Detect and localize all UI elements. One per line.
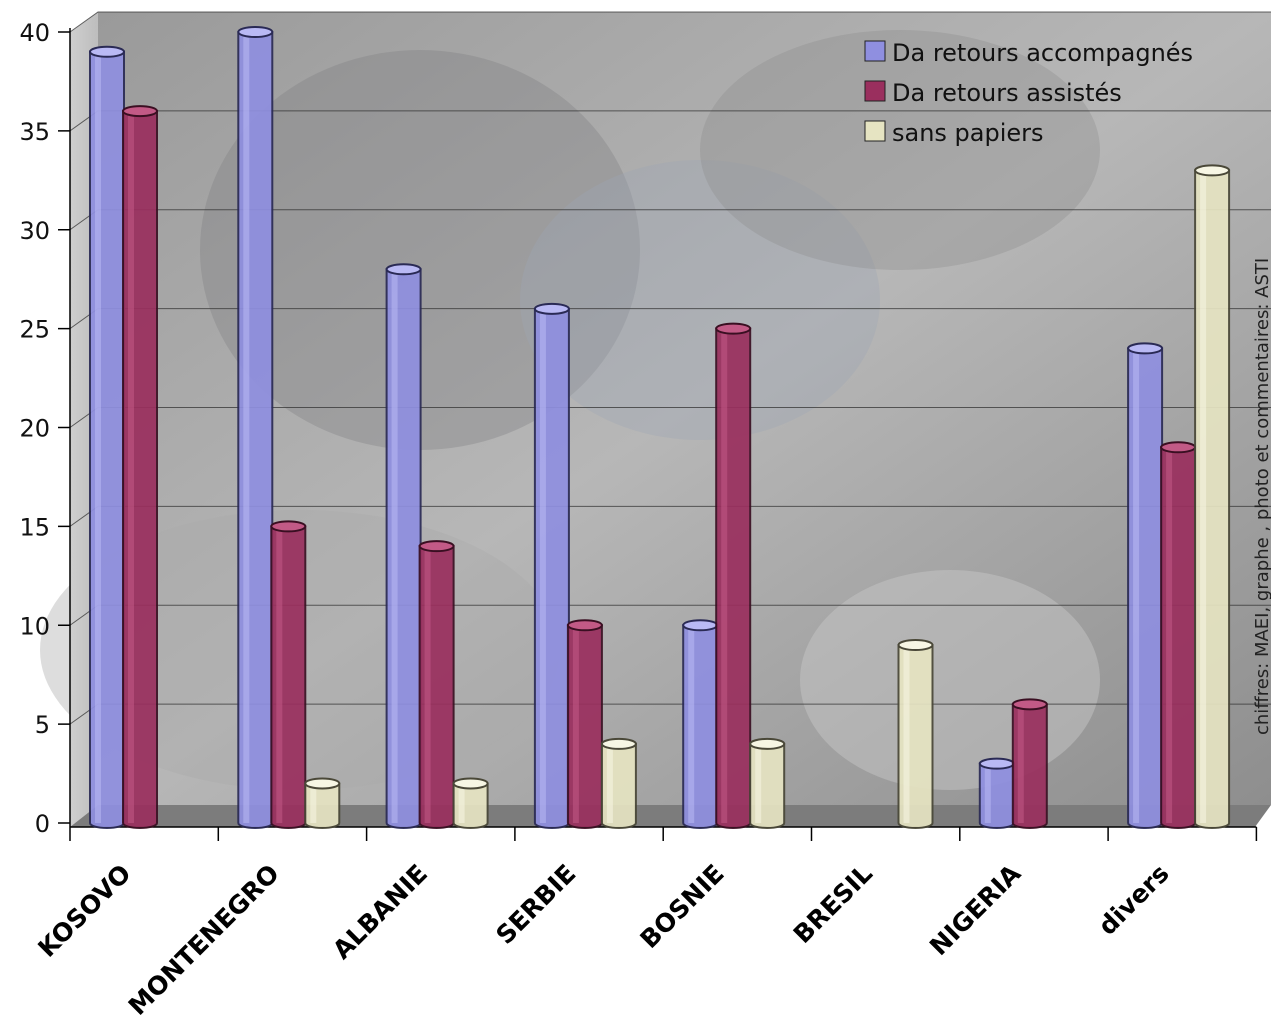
bar-top — [749, 737, 786, 750]
bar — [385, 263, 422, 829]
legend-swatch-series-1 — [864, 40, 886, 62]
bar — [1194, 164, 1231, 829]
bar — [566, 619, 603, 829]
legend-label-series-2: Da retours assistés — [892, 79, 1122, 107]
bar — [1011, 698, 1048, 829]
bar-top — [304, 777, 341, 790]
bar-top — [1194, 164, 1231, 177]
bar-top — [682, 619, 719, 632]
legend-swatch-series-3 — [864, 120, 886, 142]
y-tick-label: 30 — [19, 217, 50, 245]
bar — [533, 302, 570, 829]
gridline — [69, 11, 1271, 33]
legend: Da retours accompagnés Da retours assist… — [864, 39, 1193, 147]
bar-highlight — [310, 787, 317, 823]
bar-top — [600, 737, 637, 750]
bar-top — [897, 639, 934, 652]
bar — [270, 520, 307, 829]
bar-highlight — [1133, 352, 1140, 823]
x-tick-label: SERBIE — [490, 859, 581, 950]
legend-swatch-series-2 — [864, 80, 886, 102]
x-tick-label: KOSOVO — [32, 859, 136, 963]
bar — [978, 757, 1015, 829]
bar-highlight — [755, 747, 762, 823]
bar — [682, 619, 719, 829]
bar-top — [1011, 698, 1048, 711]
bar-top — [533, 302, 570, 315]
bar-highlight — [903, 649, 910, 823]
bar-highlight — [391, 273, 398, 823]
bar-highlight — [128, 115, 134, 824]
bar-highlight — [1166, 451, 1173, 823]
bar-highlight — [606, 747, 613, 823]
y-tick-label: 20 — [19, 415, 50, 443]
bar — [89, 45, 125, 829]
bar — [237, 26, 274, 829]
y-tick-label: 35 — [19, 118, 50, 146]
x-tick-label: MONTENEGRO — [123, 859, 285, 1019]
bar-highlight — [424, 550, 431, 823]
bar — [452, 777, 489, 829]
bar — [122, 105, 158, 829]
source-credit: chiffres: MAEI, graphe , photo et commen… — [1252, 258, 1271, 735]
bar — [304, 777, 341, 829]
bar-highlight — [1200, 174, 1207, 824]
bar-top — [452, 777, 489, 790]
bar-top — [1127, 342, 1164, 355]
y-tick-label: 15 — [19, 513, 50, 541]
bar — [897, 639, 934, 829]
bar-top — [715, 322, 752, 335]
x-tick-label: ALBANIE — [327, 859, 433, 965]
bar-top — [418, 540, 455, 553]
bar-highlight — [458, 787, 465, 823]
bar-top — [566, 619, 603, 632]
bar — [749, 737, 786, 829]
bar-highlight — [984, 767, 991, 823]
legend-label-series-1: Da retours accompagnés — [892, 39, 1193, 67]
bar-highlight — [721, 332, 728, 823]
bar-highlight — [276, 530, 283, 823]
x-tick-label: divers — [1093, 859, 1175, 941]
bar-highlight — [243, 36, 250, 823]
y-tick-label: 10 — [19, 612, 50, 640]
y-tick-label: 40 — [19, 19, 50, 47]
y-tick-label: 25 — [19, 316, 50, 344]
bar-top — [270, 520, 307, 533]
bar-highlight — [95, 55, 101, 823]
x-tick-label: BOSNIE — [635, 859, 730, 954]
bar-highlight — [688, 629, 695, 823]
bar — [1127, 342, 1164, 829]
bar-highlight — [572, 629, 579, 823]
bar-highlight — [1017, 708, 1024, 823]
bar — [600, 737, 637, 829]
bar-highlight — [539, 312, 546, 823]
bar — [715, 322, 752, 829]
x-tick-label: BRESIL — [788, 859, 878, 949]
y-axis: 0 5 10 15 20 25 30 35 40 — [19, 19, 71, 838]
bars — [89, 26, 1231, 829]
bar-top — [385, 263, 422, 276]
bar-top — [978, 757, 1015, 770]
x-tick-label: NIGERIA — [924, 858, 1027, 961]
y-tick-label: 5 — [35, 711, 50, 739]
bar-top — [1160, 441, 1197, 454]
bar — [1160, 441, 1197, 829]
bar — [418, 540, 455, 829]
bar-top — [237, 26, 274, 38]
bar-top — [122, 105, 158, 118]
plot-backdrop — [40, 12, 1271, 827]
legend-label-series-3: sans papiers — [892, 119, 1044, 147]
y-tick-label: 0 — [35, 810, 50, 838]
bar-top — [89, 45, 125, 58]
